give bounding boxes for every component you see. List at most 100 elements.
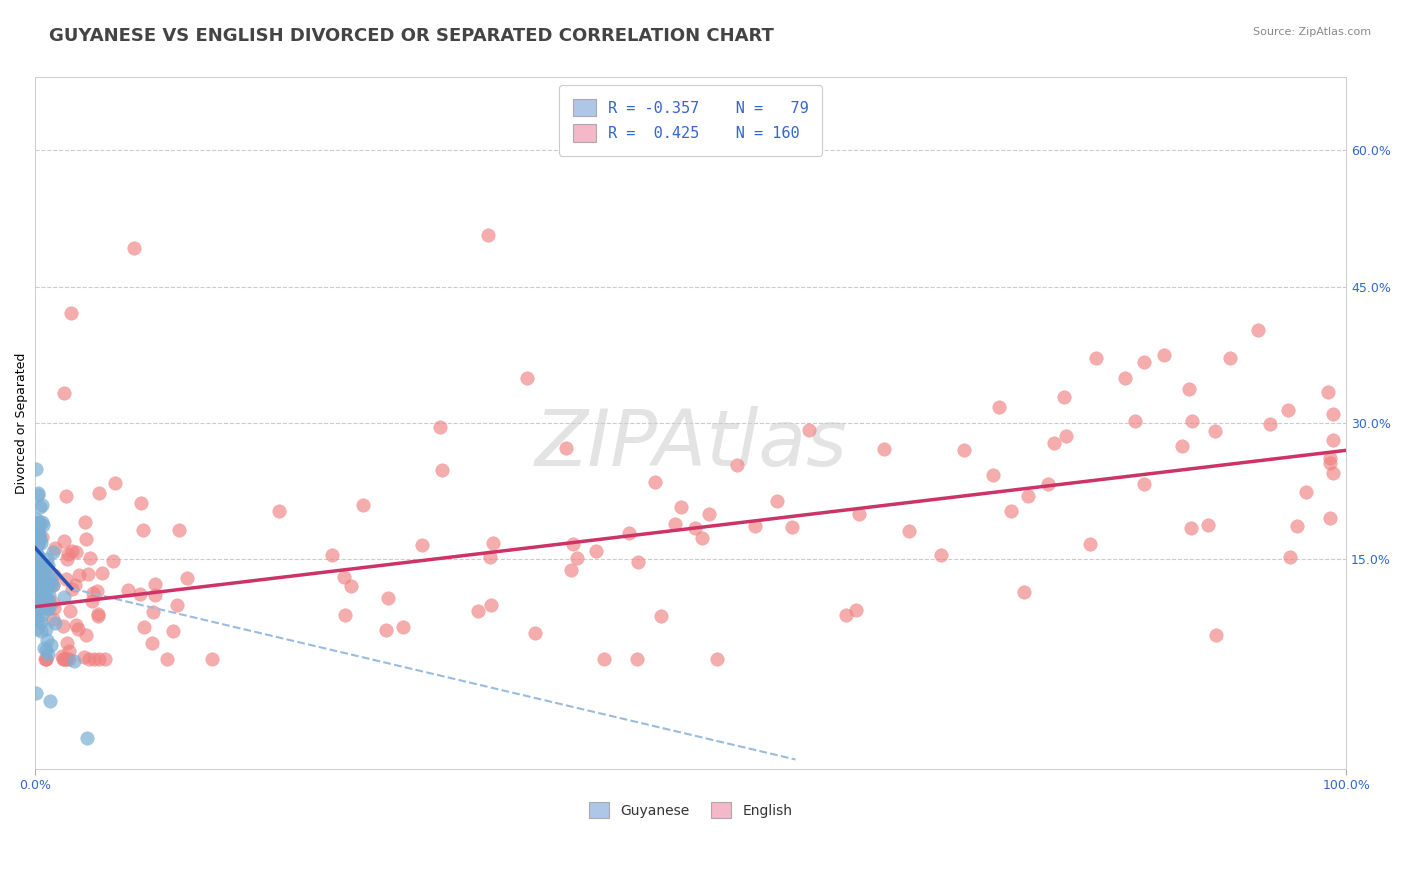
Point <box>31 515 53 529</box>
Point <box>339 579 361 593</box>
Point <box>35 623 58 637</box>
Point <box>34 652 56 666</box>
Point <box>56 636 79 650</box>
Point <box>1317 385 1340 400</box>
Point <box>1017 489 1039 503</box>
Point <box>44 616 66 631</box>
Point <box>1012 584 1035 599</box>
Point <box>38 588 60 602</box>
Point <box>42 578 65 592</box>
Point <box>25 566 48 581</box>
Point <box>617 526 640 541</box>
Point <box>134 620 156 634</box>
Point <box>103 476 125 491</box>
Point <box>44 568 66 582</box>
Point <box>692 531 714 545</box>
Point <box>37 599 59 613</box>
Point <box>131 523 153 537</box>
Point <box>644 475 666 489</box>
Point <box>31 607 53 622</box>
Point <box>32 518 55 533</box>
Point <box>25 566 48 580</box>
Point <box>25 613 48 627</box>
Point <box>669 500 692 514</box>
Point <box>30 615 52 630</box>
Point <box>1279 549 1302 564</box>
Point <box>25 537 48 551</box>
Point <box>28 528 51 542</box>
Point <box>25 686 48 700</box>
Point <box>143 587 166 601</box>
Point <box>34 589 56 603</box>
Point <box>28 556 51 570</box>
Point <box>585 544 607 558</box>
Point <box>516 371 538 385</box>
Point <box>76 731 98 745</box>
Point <box>52 619 75 633</box>
Point <box>30 624 52 639</box>
Text: Source: ZipAtlas.com: Source: ZipAtlas.com <box>1253 27 1371 37</box>
Point <box>988 400 1011 414</box>
Point <box>53 534 76 549</box>
Point <box>267 504 290 518</box>
Point <box>156 652 179 666</box>
Point <box>77 652 100 666</box>
Point <box>1180 521 1202 535</box>
Point <box>25 526 48 541</box>
Point <box>430 462 453 476</box>
Point <box>25 558 48 572</box>
Point <box>1197 518 1219 533</box>
Point <box>27 528 49 542</box>
Legend: Guyanese, English: Guyanese, English <box>583 797 799 824</box>
Point <box>162 624 184 638</box>
Text: GUYANESE VS ENGLISH DIVORCED OR SEPARATED CORRELATION CHART: GUYANESE VS ENGLISH DIVORCED OR SEPARATE… <box>49 27 775 45</box>
Point <box>523 626 546 640</box>
Point <box>75 532 97 546</box>
Y-axis label: Divorced or Separated: Divorced or Separated <box>15 352 28 493</box>
Point <box>55 489 77 503</box>
Point <box>65 545 87 559</box>
Point <box>58 652 80 666</box>
Point <box>37 578 59 592</box>
Point <box>32 580 55 594</box>
Point <box>1204 425 1226 439</box>
Point <box>780 519 803 533</box>
Point <box>28 585 51 599</box>
Point <box>67 622 90 636</box>
Point <box>42 545 65 559</box>
Point <box>467 604 489 618</box>
Point <box>75 628 97 642</box>
Point <box>56 552 79 566</box>
Point <box>27 587 49 601</box>
Point <box>1295 485 1317 500</box>
Point <box>27 536 49 550</box>
Point <box>34 640 56 655</box>
Point <box>25 516 48 530</box>
Point <box>1053 390 1076 404</box>
Point <box>1181 414 1204 428</box>
Point <box>117 583 139 598</box>
Point <box>32 560 55 574</box>
Point <box>1258 417 1281 432</box>
Point <box>38 594 60 608</box>
Point <box>352 498 374 512</box>
Point <box>1319 450 1341 465</box>
Point <box>27 488 49 502</box>
Point <box>873 442 896 457</box>
Point <box>25 559 48 574</box>
Point <box>1178 382 1201 396</box>
Point <box>28 532 51 546</box>
Point <box>31 498 53 512</box>
Point <box>898 524 921 539</box>
Point <box>141 636 163 650</box>
Point <box>35 552 58 566</box>
Point <box>39 575 62 590</box>
Point <box>27 536 49 550</box>
Point <box>39 571 62 585</box>
Point <box>321 549 343 563</box>
Point <box>41 595 63 609</box>
Point <box>32 577 55 591</box>
Point <box>142 605 165 619</box>
Point <box>27 486 49 500</box>
Point <box>377 591 399 606</box>
